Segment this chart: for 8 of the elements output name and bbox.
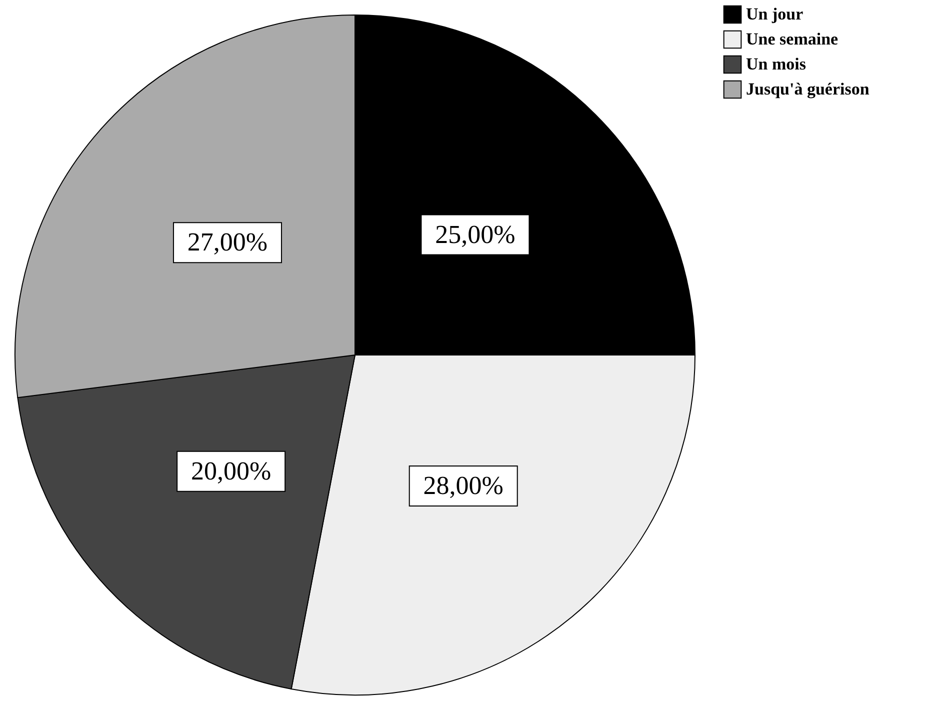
data-label: 25,00% [435,220,516,249]
legend-label: Une semaine [746,30,839,48]
data-label: 27,00% [187,228,268,257]
data-label: 28,00% [423,470,504,500]
legend-label: Un mois [746,54,806,74]
legend-label: Jusqu'à guérison [746,80,870,98]
legend-label: Un jour [746,4,804,24]
data-label: 20,00% [190,456,272,486]
